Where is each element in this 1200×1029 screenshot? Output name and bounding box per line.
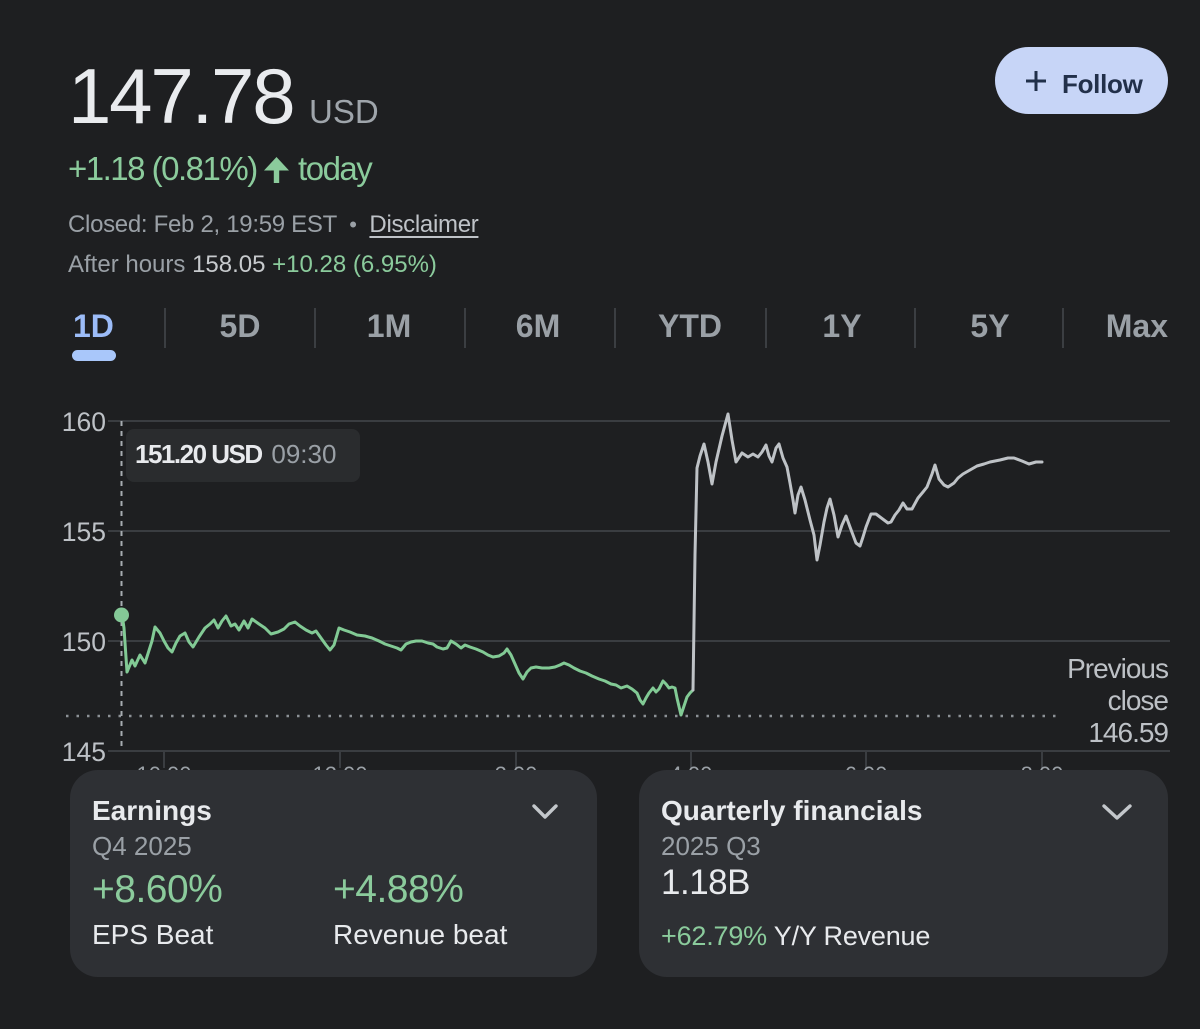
svg-text:145: 145 bbox=[62, 737, 106, 767]
svg-text:160: 160 bbox=[62, 407, 106, 437]
svg-text:155: 155 bbox=[62, 517, 106, 547]
svg-text:150: 150 bbox=[62, 627, 106, 657]
